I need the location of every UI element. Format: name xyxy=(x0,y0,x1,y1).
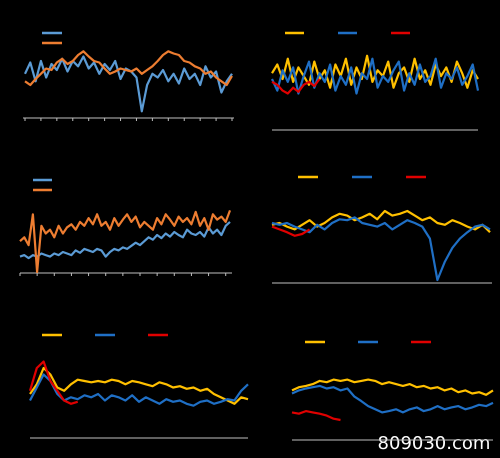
series-line xyxy=(271,216,491,282)
series-line xyxy=(24,50,233,87)
series-line xyxy=(29,373,249,407)
watermark: 809030.com xyxy=(378,433,491,454)
series-line xyxy=(28,360,79,405)
series-line xyxy=(271,225,311,237)
series-line xyxy=(29,366,249,405)
series-line xyxy=(19,221,231,260)
series-line xyxy=(270,57,480,95)
series-line xyxy=(291,410,341,422)
series-line xyxy=(271,78,321,95)
series-line xyxy=(271,209,491,233)
series-line xyxy=(19,210,232,274)
series-line xyxy=(291,384,494,414)
series-line xyxy=(291,378,494,396)
